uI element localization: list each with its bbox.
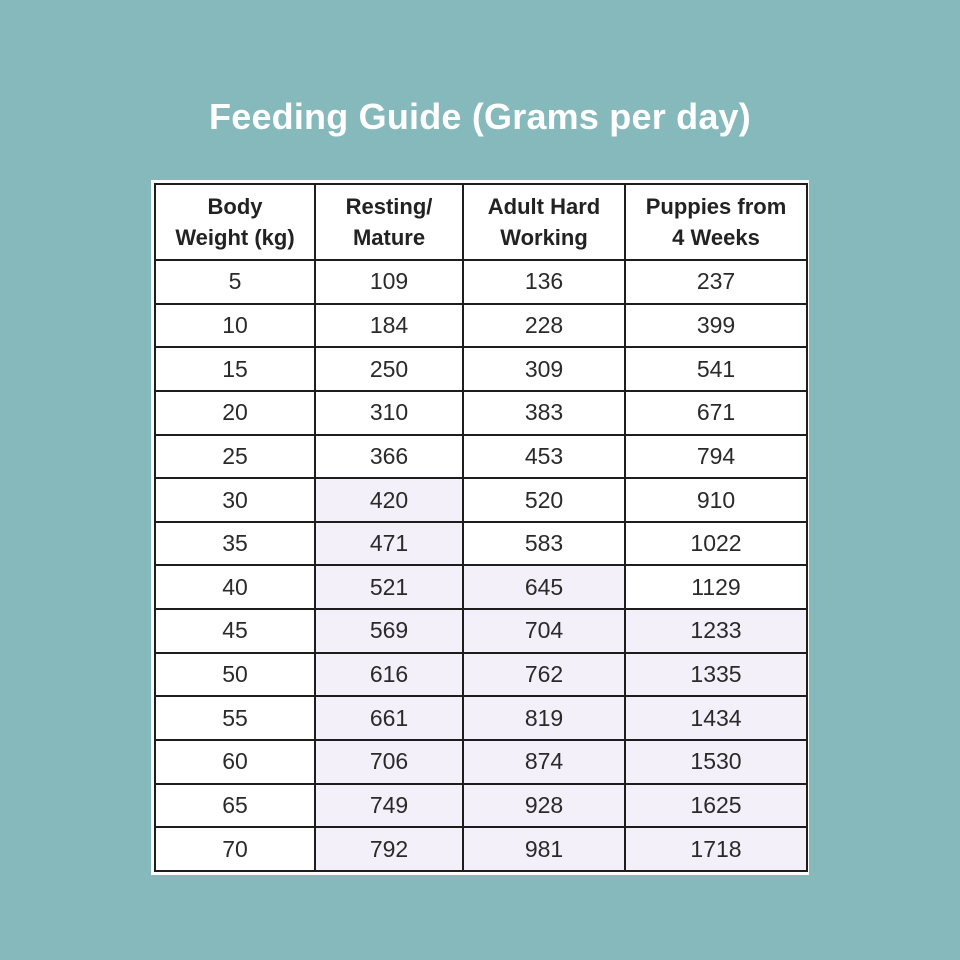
cell-resting-mature: 569 bbox=[314, 608, 464, 654]
cell-puppies: 1625 bbox=[624, 782, 808, 829]
table-row: 50 616 762 1335 bbox=[154, 651, 808, 698]
table-row: 15 250 309 541 bbox=[154, 346, 808, 392]
table-header-row: Body Weight (kg) Resting/ Mature Adult H… bbox=[154, 183, 808, 261]
header-resting-mature: Resting/ Mature bbox=[314, 183, 464, 261]
cell-body-weight: 70 bbox=[154, 826, 316, 872]
cell-puppies: 1718 bbox=[624, 826, 808, 872]
table-row: 35 471 583 1022 bbox=[154, 520, 808, 567]
cell-adult-hard-working: 981 bbox=[462, 826, 626, 872]
cell-resting-mature: 250 bbox=[314, 346, 464, 392]
cell-resting-mature: 109 bbox=[314, 259, 464, 305]
table-row: 20 310 383 671 bbox=[154, 389, 808, 436]
table-row: 65 749 928 1625 bbox=[154, 782, 808, 829]
cell-adult-hard-working: 383 bbox=[462, 389, 626, 436]
cell-resting-mature: 792 bbox=[314, 826, 464, 872]
page-title: Feeding Guide (Grams per day) bbox=[209, 96, 751, 137]
cell-puppies: 1233 bbox=[624, 608, 808, 654]
cell-body-weight: 50 bbox=[154, 651, 316, 698]
table-row: 70 792 981 1718 bbox=[154, 826, 808, 872]
cell-body-weight: 35 bbox=[154, 520, 316, 567]
table-row: 40 521 645 1129 bbox=[154, 564, 808, 611]
cell-body-weight: 30 bbox=[154, 477, 316, 523]
cell-resting-mature: 420 bbox=[314, 477, 464, 523]
cell-puppies: 794 bbox=[624, 433, 808, 480]
cell-adult-hard-working: 645 bbox=[462, 564, 626, 611]
cell-adult-hard-working: 762 bbox=[462, 651, 626, 698]
cell-resting-mature: 521 bbox=[314, 564, 464, 611]
cell-puppies: 1335 bbox=[624, 651, 808, 698]
cell-adult-hard-working: 874 bbox=[462, 739, 626, 785]
cell-resting-mature: 310 bbox=[314, 389, 464, 436]
cell-body-weight: 55 bbox=[154, 695, 316, 742]
table-body: 5 109 136 237 10 184 228 399 15 250 309 541 20 310 383… bbox=[154, 259, 808, 872]
cell-adult-hard-working: 309 bbox=[462, 346, 626, 392]
cell-body-weight: 60 bbox=[154, 739, 316, 785]
cell-adult-hard-working: 453 bbox=[462, 433, 626, 480]
cell-body-weight: 20 bbox=[154, 389, 316, 436]
cell-resting-mature: 184 bbox=[314, 302, 464, 349]
cell-body-weight: 15 bbox=[154, 346, 316, 392]
cell-adult-hard-working: 583 bbox=[462, 520, 626, 567]
cell-adult-hard-working: 704 bbox=[462, 608, 626, 654]
cell-body-weight: 25 bbox=[154, 433, 316, 480]
cell-resting-mature: 661 bbox=[314, 695, 464, 742]
cell-body-weight: 10 bbox=[154, 302, 316, 349]
cell-puppies: 237 bbox=[624, 259, 808, 305]
cell-puppies: 1530 bbox=[624, 739, 808, 785]
cell-puppies: 1022 bbox=[624, 520, 808, 567]
table-row: 60 706 874 1530 bbox=[154, 739, 808, 785]
table-row: 10 184 228 399 bbox=[154, 302, 808, 349]
cell-adult-hard-working: 520 bbox=[462, 477, 626, 523]
table-row: 25 366 453 794 bbox=[154, 433, 808, 480]
header-body-weight: Body Weight (kg) bbox=[154, 183, 316, 261]
cell-puppies: 399 bbox=[624, 302, 808, 349]
cell-resting-mature: 616 bbox=[314, 651, 464, 698]
cell-puppies: 1434 bbox=[624, 695, 808, 742]
table-row: 5 109 136 237 bbox=[154, 259, 808, 305]
cell-body-weight: 40 bbox=[154, 564, 316, 611]
header-puppies: Puppies from 4 Weeks bbox=[624, 183, 808, 261]
cell-puppies: 671 bbox=[624, 389, 808, 436]
cell-body-weight: 45 bbox=[154, 608, 316, 654]
header-adult-hard-working: Adult Hard Working bbox=[462, 183, 626, 261]
cell-body-weight: 5 bbox=[154, 259, 316, 305]
cell-body-weight: 65 bbox=[154, 782, 316, 829]
cell-resting-mature: 749 bbox=[314, 782, 464, 829]
feeding-table: Body Weight (kg) Resting/ Mature Adult H… bbox=[154, 183, 808, 872]
cell-adult-hard-working: 228 bbox=[462, 302, 626, 349]
cell-puppies: 541 bbox=[624, 346, 808, 392]
cell-adult-hard-working: 928 bbox=[462, 782, 626, 829]
cell-puppies: 1129 bbox=[624, 564, 808, 611]
cell-resting-mature: 366 bbox=[314, 433, 464, 480]
table-row: 30 420 520 910 bbox=[154, 477, 808, 523]
cell-adult-hard-working: 136 bbox=[462, 259, 626, 305]
table-row: 55 661 819 1434 bbox=[154, 695, 808, 742]
feeding-table-container: Body Weight (kg) Resting/ Mature Adult H… bbox=[151, 180, 809, 875]
cell-resting-mature: 706 bbox=[314, 739, 464, 785]
table-row: 45 569 704 1233 bbox=[154, 608, 808, 654]
cell-resting-mature: 471 bbox=[314, 520, 464, 567]
cell-adult-hard-working: 819 bbox=[462, 695, 626, 742]
cell-puppies: 910 bbox=[624, 477, 808, 523]
